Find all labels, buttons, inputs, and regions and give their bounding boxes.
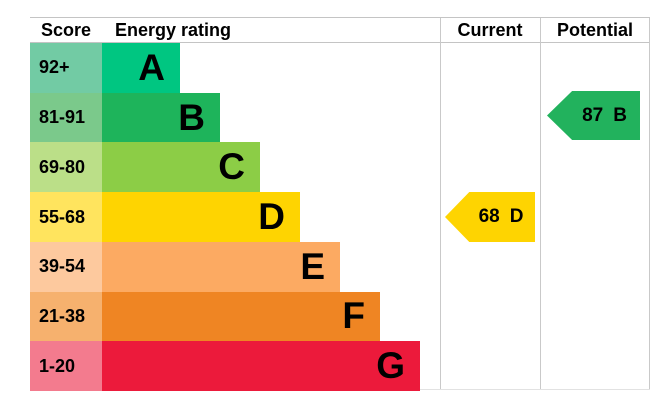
band-score-range: 39-54 (30, 241, 102, 292)
potential-column-header: Potential (556, 19, 633, 40)
energy-rating-column-header: Energy rating (115, 19, 232, 40)
band-bar-c: C (102, 142, 260, 193)
band-score-range: 81-91 (30, 92, 102, 143)
band-letter: G (376, 345, 405, 387)
band-bar-f: F (102, 291, 380, 342)
band-letter: E (300, 245, 325, 287)
band-row-g: 1-20 G (30, 341, 650, 392)
band-bar-d: D (102, 192, 300, 242)
band-row-e: 39-54 E (30, 241, 650, 292)
band-letter: F (342, 295, 365, 337)
band-bar-g: G (102, 341, 420, 392)
band-letter: D (258, 196, 285, 238)
band-score-range: 21-38 (30, 291, 102, 342)
band-row-c: 69-80 C (30, 142, 650, 193)
band-bar-e: E (102, 241, 340, 292)
band-bar-b: B (102, 92, 220, 143)
band-score-range: 1-20 (30, 341, 102, 392)
potential-rating-value: 87 (582, 104, 604, 126)
band-row-f: 21-38 F (30, 291, 650, 342)
table-header-row: Score Energy rating Current Potential (30, 18, 650, 43)
band-score-range: 92+ (30, 43, 102, 93)
epc-table: Score Energy rating Current Potential 92… (30, 17, 650, 392)
band-score-range: 55-68 (30, 192, 102, 242)
band-rows: 92+ A 81-91 B 69-80 C 55-68 D 39-54 E 21… (30, 43, 650, 392)
table-right-border (649, 18, 650, 389)
current-column-divider (440, 18, 441, 389)
score-column-header: Score (40, 19, 92, 40)
potential-rating-band: B (613, 104, 627, 126)
band-row-d: 55-68 D (30, 192, 650, 242)
band-bar-a: A (102, 43, 180, 93)
current-rating-band: D (509, 206, 524, 227)
current-rating-value: 68 (478, 206, 500, 227)
band-row-a: 92+ A (30, 43, 650, 93)
band-letter: B (178, 96, 205, 138)
band-letter: C (218, 146, 245, 188)
band-row-b: 81-91 B (30, 92, 650, 143)
potential-column-divider (540, 18, 541, 389)
band-letter: A (138, 46, 165, 88)
band-score-range: 69-80 (30, 142, 102, 193)
current-column-header: Current (457, 19, 523, 40)
